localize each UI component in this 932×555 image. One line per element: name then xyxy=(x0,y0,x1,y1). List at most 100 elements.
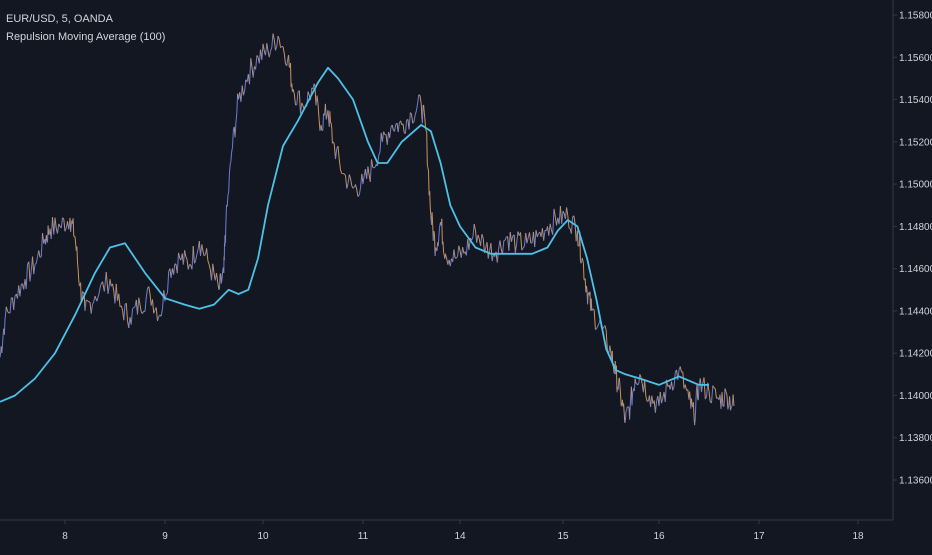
price-segment xyxy=(390,128,391,138)
price-segment xyxy=(418,95,419,104)
price-segment xyxy=(347,184,348,189)
price-segment xyxy=(378,155,379,166)
price-segment xyxy=(672,382,673,391)
price-segment xyxy=(124,305,125,321)
price-segment xyxy=(690,392,691,399)
y-tick-label: 1.15000 xyxy=(899,180,932,191)
price-segment xyxy=(168,271,169,293)
price-segment xyxy=(293,89,294,94)
price-segment xyxy=(35,263,36,264)
price-segment xyxy=(36,257,37,264)
price-segment xyxy=(71,225,72,232)
price-segment xyxy=(625,411,626,421)
price-segment xyxy=(226,205,227,226)
price-segment xyxy=(140,305,141,312)
y-tick-label: 1.15400 xyxy=(899,95,932,106)
price-segment xyxy=(83,292,84,293)
price-segment xyxy=(10,298,11,314)
price-segment xyxy=(577,231,578,247)
price-segment xyxy=(685,385,686,391)
price-segment xyxy=(439,225,440,229)
price-segment xyxy=(593,309,594,310)
price-segment xyxy=(48,226,49,235)
price-segment xyxy=(639,381,640,384)
indicator-label[interactable]: Repulsion Moving Average (100) xyxy=(6,28,165,46)
price-segment xyxy=(695,419,696,425)
symbol-label[interactable]: EUR/USD, 5, OANDA xyxy=(6,10,165,28)
price-segment xyxy=(213,264,214,273)
price-segment xyxy=(299,91,300,114)
price-segment xyxy=(503,241,504,255)
price-segment xyxy=(500,241,501,249)
price-segment xyxy=(297,92,298,105)
price-segment xyxy=(526,233,527,243)
price-segment xyxy=(253,66,254,77)
price-segment xyxy=(591,299,592,311)
price-segment xyxy=(428,168,429,171)
price-segment xyxy=(146,288,147,297)
price-segment xyxy=(277,36,278,46)
price-segment xyxy=(401,121,402,125)
price-segment xyxy=(409,113,410,130)
price-segment xyxy=(458,246,459,256)
price-segment xyxy=(55,218,56,228)
price-segment xyxy=(414,115,415,122)
price-segment xyxy=(221,279,222,283)
price-segment xyxy=(550,224,551,230)
price-segment xyxy=(379,152,380,155)
price-segment xyxy=(273,34,274,40)
price-segment xyxy=(353,187,354,188)
price-segment xyxy=(341,170,342,174)
price-segment xyxy=(243,91,244,95)
price-segment xyxy=(230,162,231,164)
price-segment xyxy=(272,34,273,48)
price-segment xyxy=(46,235,47,239)
price-segment xyxy=(183,250,184,264)
x-tick-label: 8 xyxy=(62,531,68,542)
price-segment xyxy=(487,242,488,258)
price-segment xyxy=(339,159,340,170)
price-segment xyxy=(421,104,422,116)
price-segment xyxy=(20,284,21,296)
price-segment xyxy=(79,286,80,287)
price-segment xyxy=(330,111,331,123)
price-segment xyxy=(509,232,510,251)
price-segment xyxy=(693,402,694,416)
price-segment xyxy=(583,260,584,263)
axes: 1.158001.156001.154001.152001.150001.148… xyxy=(0,0,932,542)
price-segment xyxy=(618,379,619,389)
price-segment xyxy=(422,105,423,123)
price-segment xyxy=(333,142,334,144)
price-segment xyxy=(497,249,498,262)
price-segment xyxy=(696,389,697,402)
price-segment xyxy=(8,311,9,313)
price-segment xyxy=(91,304,92,313)
price-segment xyxy=(250,58,251,84)
price-segment xyxy=(351,179,352,186)
price-segment xyxy=(321,125,322,130)
price-segment xyxy=(207,248,208,260)
price-segment xyxy=(78,269,79,280)
price-segment xyxy=(58,224,59,234)
price-segment xyxy=(218,282,219,290)
price-segment xyxy=(2,345,3,353)
price-segment xyxy=(187,259,188,269)
price-segment xyxy=(251,58,252,67)
price-segment xyxy=(331,123,332,129)
price-segment xyxy=(314,84,315,87)
price-segment xyxy=(34,264,35,274)
price-segment xyxy=(680,367,681,373)
price-segment xyxy=(571,217,572,234)
price-segment xyxy=(143,311,144,314)
price-segment xyxy=(317,96,318,104)
price-segment xyxy=(228,192,229,195)
price-segment xyxy=(229,164,230,174)
price-segment xyxy=(625,421,626,423)
price-segment xyxy=(29,262,30,282)
price-segment xyxy=(283,47,284,54)
price-segment xyxy=(478,235,479,239)
price-segment xyxy=(454,250,455,259)
price-segment xyxy=(0,353,1,358)
